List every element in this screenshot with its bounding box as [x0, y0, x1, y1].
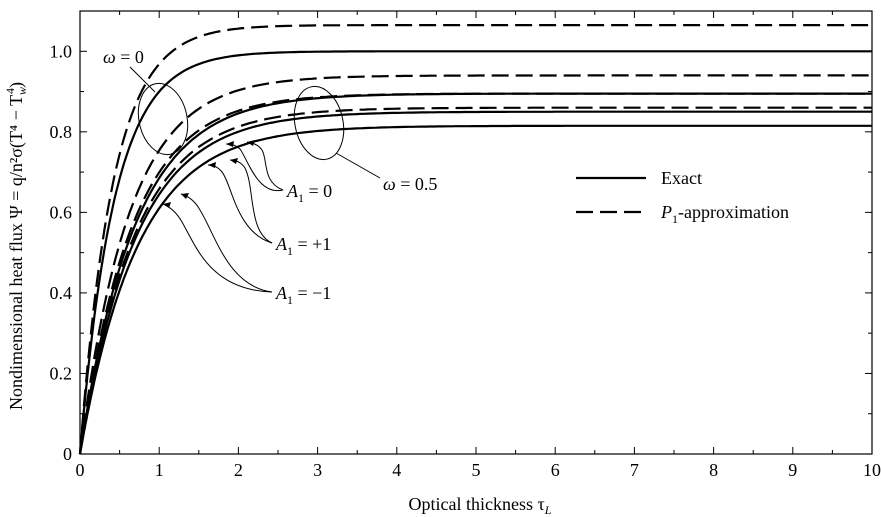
omega-zero-label: ω = 0	[103, 47, 144, 67]
series-w0-p1	[78, 24, 872, 455]
x-tick-label: 1	[155, 460, 164, 480]
y-tick-label: 0.8	[50, 122, 73, 142]
arrowhead	[181, 193, 189, 199]
axis-titles: Optical thickness τL Nondimensional heat…	[3, 82, 552, 517]
a1-minus-one-label: A1 = −1	[275, 283, 331, 307]
am1-leader-1	[180, 193, 273, 293]
a-leaders	[162, 141, 284, 293]
x-axis-title: Optical thickness τL	[409, 494, 552, 517]
arrowhead	[226, 141, 234, 147]
series-w05-ap1-p1	[78, 74, 872, 455]
series-w0-exact	[78, 50, 872, 455]
omega-zero-leader	[129, 66, 156, 93]
series-w05-am1-p1	[78, 106, 872, 455]
x-tick-label: 10	[863, 460, 881, 480]
axes-group: 0 1 2 3 4 5 6 7 8 9 10 0 0.2 0.4 0.6 0.8 1.0	[50, 10, 881, 480]
am1-leader-2	[162, 203, 273, 293]
x-tick-label: 8	[709, 460, 718, 480]
arrowhead	[163, 202, 171, 208]
legend: Exact P1-approximation	[576, 168, 789, 226]
x-tick-label: 3	[313, 460, 322, 480]
omega-zero-ellipse	[137, 82, 189, 156]
a1-zero-label: A1 = 0	[286, 181, 332, 205]
a-arrowheads	[163, 140, 255, 208]
series-w05-ap1-exact	[78, 92, 872, 455]
a0-leader-2	[225, 143, 284, 192]
y-tick-label: 0	[63, 444, 72, 464]
x-tick-label: 4	[392, 460, 401, 480]
omega-half-ellipse	[293, 85, 345, 161]
y-tick-label: 0.2	[50, 363, 73, 383]
plot-frame	[79, 10, 873, 455]
arrowhead	[247, 140, 255, 146]
x-tick-label: 5	[472, 460, 481, 480]
series-w05-a0-exact	[78, 110, 872, 455]
y-tick-label: 0.4	[50, 283, 73, 303]
y-tick-label: 0.6	[50, 202, 73, 222]
x-tick-label: 7	[630, 460, 639, 480]
series-w05-am1-exact	[78, 124, 872, 455]
a1-plus-one-label: A1 = +1	[275, 234, 331, 258]
annotation-group: ω = 0 ω = 0.5 A1 = 0 A1 = +1 A1 = −1	[103, 47, 437, 307]
a0-leader-1	[246, 141, 284, 191]
ap1-leader-2	[207, 164, 273, 244]
y-axis-title: Nondimensional heat flux Ψ = q/n²σ(T⁴ − …	[3, 82, 29, 410]
curves-group	[78, 24, 872, 455]
ap1-leader-1	[229, 159, 273, 244]
arrowhead	[208, 162, 216, 168]
legend-p1-label: P1-approximation	[660, 202, 789, 226]
x-tick-label: 2	[234, 460, 243, 480]
omega-half-leader	[335, 152, 381, 179]
arrowhead	[230, 158, 238, 164]
x-tick-label: 9	[788, 460, 797, 480]
omega-half-label: ω = 0.5	[383, 174, 437, 194]
y-tick-label: 1.0	[50, 41, 73, 61]
legend-exact-label: Exact	[661, 168, 702, 188]
x-tick-label: 6	[551, 460, 560, 480]
x-tick-label: 0	[76, 460, 85, 480]
